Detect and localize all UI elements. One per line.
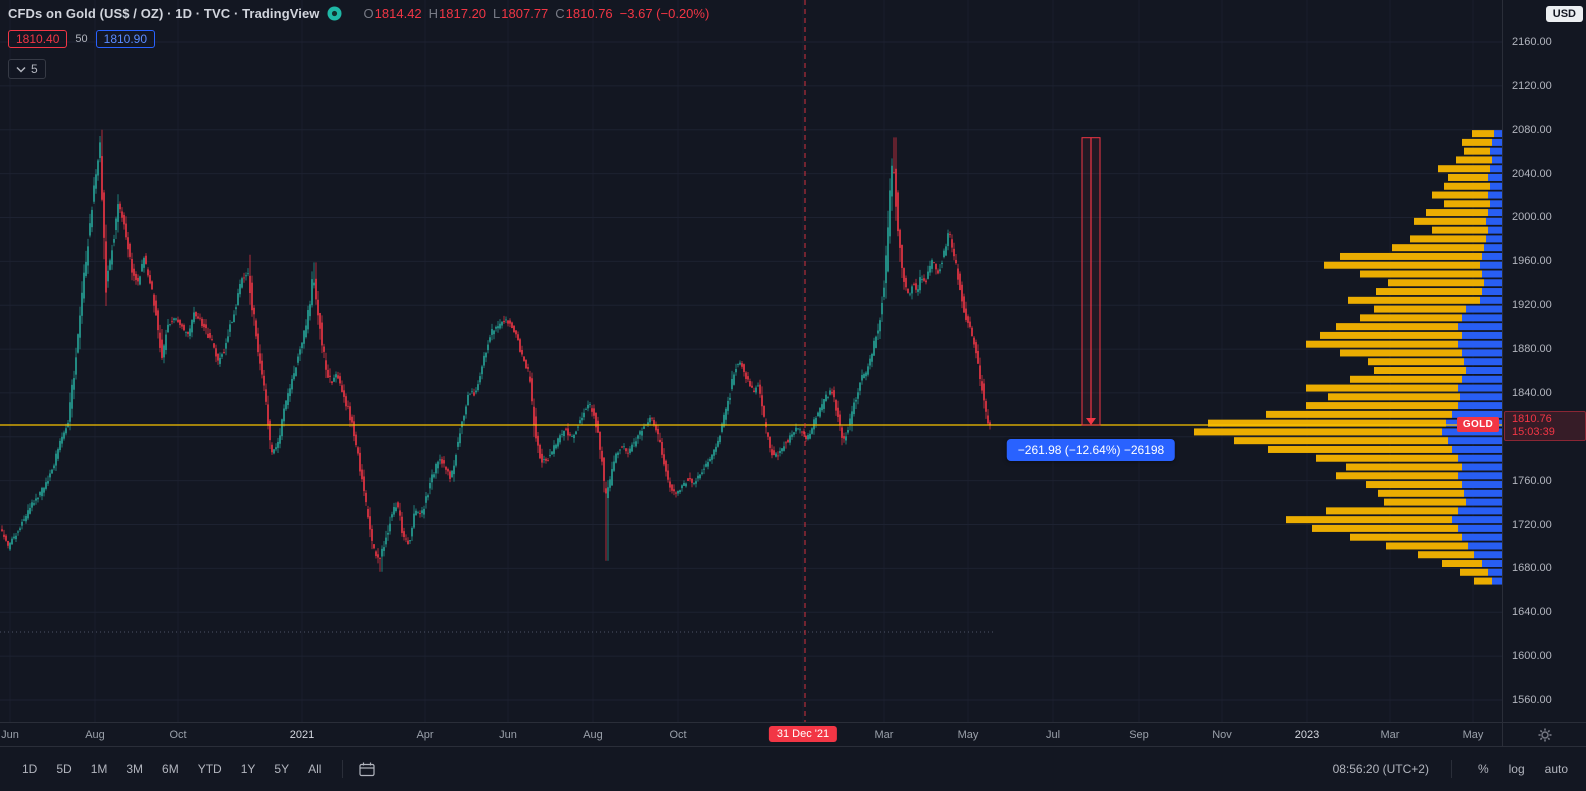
currency-toggle[interactable]: USD (1545, 6, 1583, 22)
price-tick: 1880.00 (1512, 343, 1552, 356)
time-tick: Oct (669, 729, 687, 741)
percent-scale-button[interactable]: % (1474, 759, 1493, 779)
measure-result-label[interactable]: −261.98 (−12.64%) −26198 (1006, 438, 1176, 461)
time-tick: 2023 (1294, 729, 1320, 741)
close-value: 1810.76 (565, 6, 613, 21)
price-tick: 1640.00 (1512, 606, 1552, 619)
gold-line-label[interactable]: GOLD (1456, 416, 1499, 432)
time-axis[interactable]: Jun Aug Oct 2021 Apr Jun Aug Oct 31 Dec '21 Mar Ma… (0, 722, 1502, 747)
axis-corner (1502, 722, 1586, 747)
range-button-3m[interactable]: 3M (118, 758, 151, 780)
volume-profile (1194, 130, 1502, 585)
price-tick: 1560.00 (1512, 694, 1552, 706)
chart-area[interactable]: CFDs on Gold (US$ / OZ) · 1D · TVC · Tra… (0, 0, 1502, 722)
time-tick: Aug (85, 729, 105, 741)
price-tick: 1720.00 (1512, 518, 1552, 531)
last-price-label[interactable]: 1810.76 15:03:39 (1504, 410, 1586, 441)
bottom-toolbar: 1D 5D 1M 3M 6M YTD 1Y 5Y All 08:56:20 (UTC+2) % … (0, 746, 1586, 791)
price-tick: 2080.00 (1512, 123, 1552, 136)
time-tick: Mar (1380, 729, 1400, 741)
price-tick: 2120.00 (1512, 79, 1552, 92)
last-price-value: 1810.76 (1512, 412, 1552, 425)
auto-scale-button[interactable]: auto (1541, 759, 1572, 779)
time-tick: Mar (874, 729, 894, 741)
price-range-measurement[interactable] (1081, 137, 1101, 426)
toolbar-divider (1450, 760, 1452, 778)
session-clock[interactable]: 08:56:20 (UTC+2) (1332, 762, 1429, 776)
range-selector: 1D 5D 1M 3M 6M YTD 1Y 5Y All (14, 758, 329, 780)
price-tick: 1600.00 (1512, 650, 1552, 663)
time-tick: May (957, 729, 979, 741)
range-button-1m[interactable]: 1M (83, 758, 116, 780)
close-label: C (555, 6, 565, 21)
price-tick: 1760.00 (1512, 474, 1552, 487)
ohlc-values: O 1814.42 H 1817.20 L 1807.77 C 1810.76 −3.6… (357, 6, 710, 21)
time-tick: Nov (1212, 729, 1232, 741)
price-tick: 1840.00 (1512, 386, 1552, 399)
time-tick: May (1462, 729, 1484, 741)
time-tick: Apr (416, 729, 434, 741)
open-value: 1814.42 (374, 6, 422, 21)
time-tick: Jun (499, 729, 517, 741)
open-label: O (363, 6, 374, 21)
time-tick: Jun (1, 729, 19, 741)
price-level-blue[interactable]: 1810.90 (95, 30, 156, 48)
grid-lines (0, 0, 1502, 722)
low-value: 1807.77 (501, 6, 549, 21)
price-level-mid: 50 (75, 33, 88, 45)
range-button-all[interactable]: All (300, 758, 329, 780)
range-button-1y[interactable]: 1Y (233, 758, 264, 780)
calendar-icon (359, 762, 376, 776)
time-tick: Sep (1129, 729, 1149, 741)
price-tick: 1680.00 (1512, 562, 1552, 575)
chevron-down-icon (16, 66, 26, 73)
symbol-title[interactable]: CFDs on Gold (US$ / OZ) · 1D · TVC · Tra… (8, 6, 320, 21)
range-button-6m[interactable]: 6M (154, 758, 187, 780)
price-tick: 2040.00 (1512, 167, 1552, 180)
chart-legend: CFDs on Gold (US$ / OZ) · 1D · TVC · Tra… (8, 6, 709, 79)
price-tick: 1960.00 (1512, 255, 1552, 268)
high-label: H (428, 6, 439, 21)
log-scale-button[interactable]: log (1505, 759, 1529, 779)
price-tick: 1920.00 (1512, 299, 1552, 312)
price-tick: 2160.00 (1512, 36, 1552, 48)
bar-countdown: 15:03:39 (1512, 425, 1555, 438)
range-button-5y[interactable]: 5Y (266, 758, 297, 780)
time-tick: 2021 (289, 729, 315, 741)
time-tick: Aug (583, 729, 603, 741)
range-button-5d[interactable]: 5D (48, 758, 79, 780)
date-marker-label: 31 Dec '21 (768, 726, 838, 742)
scale-settings-button[interactable] (1535, 725, 1555, 745)
candlestick-series (1, 129, 991, 572)
time-tick: Jul (1045, 729, 1061, 741)
legend-collapse-toggle[interactable]: 5 (8, 59, 46, 79)
gear-icon (1538, 728, 1552, 742)
time-tick: Oct (169, 729, 187, 741)
live-status-icon[interactable] (327, 6, 342, 21)
change-value: −3.67 (−0.20%) (619, 6, 710, 21)
high-value: 1817.20 (439, 6, 487, 21)
price-chart-canvas[interactable] (0, 0, 1502, 722)
price-tick: 2000.00 (1512, 211, 1552, 224)
go-to-date-button[interactable] (356, 759, 378, 780)
price-axis[interactable]: USD 2160.00 2120.00 2080.00 2040.00 2000.00 1… (1502, 0, 1586, 722)
range-button-ytd[interactable]: YTD (190, 758, 230, 780)
price-level-red[interactable]: 1810.40 (8, 30, 68, 48)
low-label: L (493, 6, 501, 21)
hidden-indicators-count: 5 (31, 62, 38, 76)
range-button-1d[interactable]: 1D (14, 758, 45, 780)
toolbar-divider (342, 760, 344, 778)
